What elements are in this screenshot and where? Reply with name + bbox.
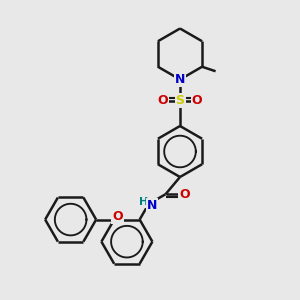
Text: N: N [147, 199, 158, 212]
Text: O: O [179, 188, 190, 201]
Text: S: S [176, 94, 184, 107]
Text: O: O [112, 210, 123, 223]
Text: O: O [192, 94, 203, 107]
Text: H: H [139, 197, 148, 208]
Text: N: N [175, 73, 185, 86]
Text: O: O [158, 94, 168, 107]
